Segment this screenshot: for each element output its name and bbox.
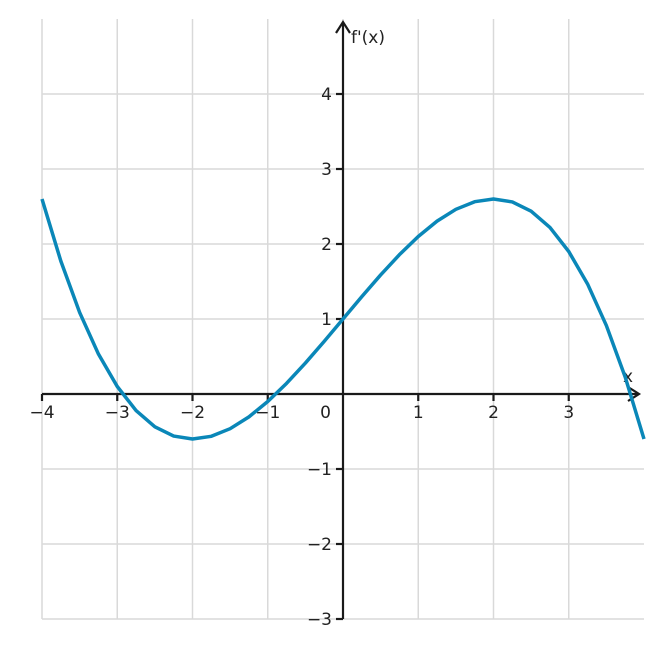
x-tick-label: 2 (488, 403, 499, 423)
x-tick-label: 3 (563, 403, 574, 423)
x-tick-label: 0 (320, 403, 331, 423)
x-tick-label: −3 (105, 403, 130, 423)
y-tick-label: 4 (321, 85, 332, 105)
y-tick-label: 3 (321, 160, 332, 180)
y-tick-label: −2 (307, 535, 332, 555)
y-axis-label: f'(x) (351, 28, 385, 48)
x-tick-label: −1 (255, 403, 280, 423)
y-axis-arrow (335, 19, 351, 34)
y-tick-label: −1 (307, 460, 332, 480)
y-tick-label: 2 (321, 235, 332, 255)
y-tick-label: 1 (321, 310, 332, 330)
y-tick-label: −3 (307, 610, 332, 630)
x-tick-label: −2 (180, 403, 205, 423)
curve (40, 197, 646, 441)
x-axis-label: x (623, 367, 633, 387)
x-tick-label: −4 (29, 403, 54, 423)
x-tick-label: 1 (413, 403, 424, 423)
